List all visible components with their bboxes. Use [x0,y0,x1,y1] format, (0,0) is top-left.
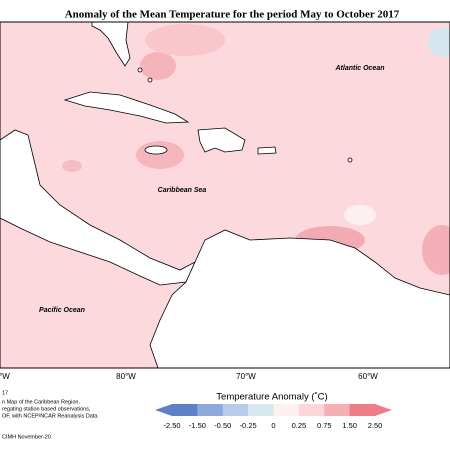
anomaly-patch [62,160,82,172]
colorbar-tick-label: -0.50 [214,421,231,430]
sea-label: Caribbean Sea [158,187,207,194]
florida [91,21,131,67]
note: n Map of the Caribbean Region. [2,399,80,405]
anomaly-patch [136,141,184,169]
colorbar-segment [172,404,198,416]
colorbar-tick-label: -2.50 [163,421,180,430]
colorbar-end [375,404,392,416]
anomaly-patch [422,225,450,275]
colorbar-segment [349,404,376,416]
colorbar-segment [222,404,249,416]
colorbar-segment [324,404,350,416]
credit: CIMH November-20 [2,434,51,440]
jamaica [144,145,168,155]
colorbar-tick-label: 0.25 [292,421,307,430]
colorbar-end [155,404,172,416]
colorbar-segment [248,404,274,416]
longitude-label: 60°W [358,372,378,381]
note: 17 [2,390,8,396]
south-america [149,229,450,369]
anomaly-patch [344,205,376,225]
bahamas [137,67,143,73]
note: regating station based observations, [2,406,91,412]
anomaly-patch [140,52,176,80]
colorbar-segment [273,404,300,416]
colorbar-tick-label: 0 [271,421,275,430]
colorbar-tick-label: -0.25 [240,421,257,430]
hispaniola [197,127,246,153]
cuba [63,91,190,124]
longitude-label: 90°W [0,372,10,381]
ocean-label: Pacific Ocean [39,307,85,314]
puerto-rico [257,146,277,155]
bahamas [147,77,153,83]
title: Anomaly of the Mean Temperature for the … [65,9,400,21]
longitude-label: 80°W [116,372,136,381]
longitude-label: 70°W [236,372,256,381]
anomaly-patch [145,24,225,56]
colorbar-tick-label: 1.50 [342,421,357,430]
colorbar-tick-label: -1.50 [189,421,206,430]
colorbar-segment [298,404,325,416]
ocean-label: Atlantic Ocean [334,65,384,72]
island [347,157,353,163]
colorbar-segment [197,404,224,416]
colorbar-tick-label: 0.75 [317,421,332,430]
map: Atlantic Ocean Caribbean Sea Pacific Oce… [0,21,450,381]
colorbar: -2.50 -1.50 -0.50 -0.25 0 0.25 0.75 1.50 2.50 [155,404,392,430]
map-frame [0,21,450,369]
colorbar-tick-label: 2.50 [368,421,383,430]
note: OF, with NCEP/NCAR Reanalysis Data. [2,413,99,419]
colorbar-title: Temperature Anomaly (˚C) [216,392,327,403]
anomaly-patch [428,27,450,57]
